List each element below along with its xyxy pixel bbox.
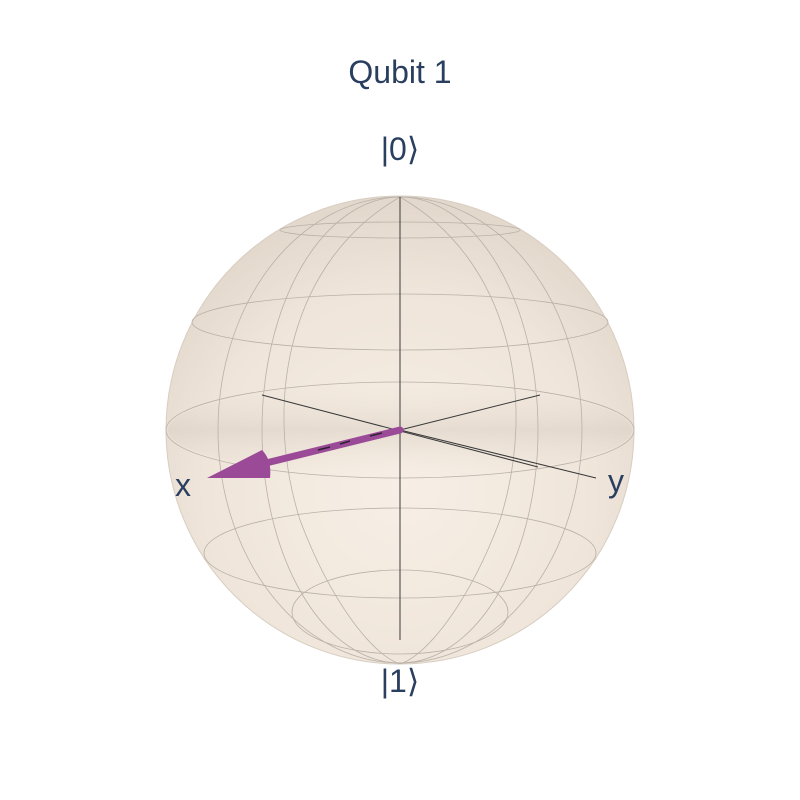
y-axis-label: y bbox=[608, 463, 624, 499]
state-vector-shaft bbox=[258, 426, 404, 468]
chart-title: Qubit 1 bbox=[348, 54, 451, 90]
state-vector-head bbox=[207, 450, 271, 478]
state-vector-dash bbox=[339, 440, 351, 445]
x-axis-line-back bbox=[399, 394, 541, 431]
south-pole-label: |1⟩ bbox=[381, 663, 420, 699]
state-vector-dash bbox=[369, 432, 383, 437]
state-vector-dash bbox=[317, 446, 331, 451]
longitude-meridian bbox=[283, 196, 401, 665]
x-axis-label: x bbox=[175, 467, 191, 503]
state-vector-arrow[interactable] bbox=[207, 426, 404, 478]
north-pole-label: |0⟩ bbox=[381, 131, 420, 167]
longitude-meridian bbox=[399, 196, 517, 665]
x-axis-line-front bbox=[399, 429, 597, 479]
